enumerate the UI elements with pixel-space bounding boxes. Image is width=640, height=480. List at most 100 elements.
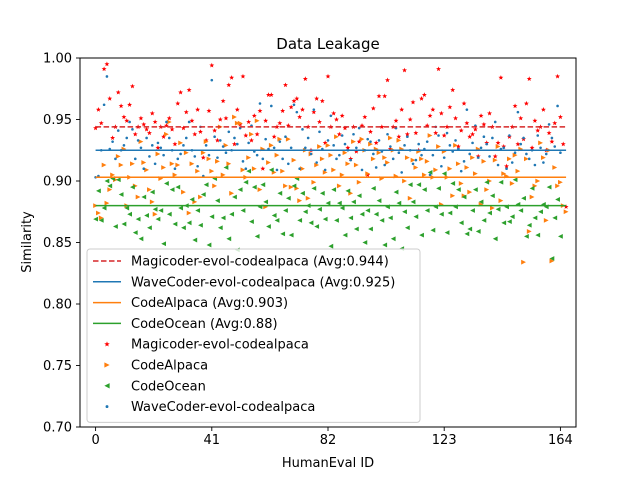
data-point xyxy=(501,220,507,226)
data-point xyxy=(461,194,467,200)
data-point xyxy=(464,165,470,170)
data-point xyxy=(339,205,345,211)
data-point xyxy=(115,177,121,183)
x-axis: 0 41 82 123 164 xyxy=(91,427,573,448)
data-point xyxy=(416,182,422,188)
data-point xyxy=(359,123,365,128)
data-point xyxy=(254,131,260,137)
data-point xyxy=(339,172,345,178)
data-point xyxy=(122,144,126,147)
data-point xyxy=(213,135,216,139)
data-point xyxy=(224,151,228,155)
data-point xyxy=(546,130,552,136)
data-point xyxy=(240,208,246,213)
data-point xyxy=(311,179,317,185)
data-point xyxy=(488,155,491,158)
data-point xyxy=(167,136,171,140)
data-point xyxy=(291,157,297,163)
data-point xyxy=(510,161,514,164)
data-point xyxy=(396,138,402,143)
data-point xyxy=(198,222,203,228)
data-point xyxy=(107,95,113,101)
data-point xyxy=(365,171,371,177)
data-point xyxy=(455,161,461,167)
data-point xyxy=(410,99,416,105)
data-point xyxy=(325,200,331,206)
data-point xyxy=(254,118,260,124)
data-point xyxy=(147,187,152,193)
data-point xyxy=(356,193,362,199)
legend-marker-swatch xyxy=(104,341,110,347)
data-point xyxy=(478,113,484,118)
data-point xyxy=(283,183,288,189)
data-point xyxy=(232,141,237,147)
data-point xyxy=(402,178,407,184)
data-point xyxy=(382,155,388,161)
data-point xyxy=(339,113,345,118)
data-point xyxy=(165,120,168,124)
data-point xyxy=(552,120,558,126)
legend-marker-swatch xyxy=(105,405,109,409)
data-point xyxy=(555,197,560,202)
data-point xyxy=(258,102,262,105)
data-point xyxy=(521,259,526,265)
data-point xyxy=(161,241,167,247)
data-point xyxy=(343,142,347,146)
data-point xyxy=(243,179,249,185)
data-point xyxy=(172,221,178,227)
data-point xyxy=(532,118,538,123)
data-point xyxy=(365,208,371,213)
data-point xyxy=(559,151,562,155)
data-point xyxy=(135,194,141,200)
data-point xyxy=(459,169,463,173)
data-point xyxy=(332,144,335,147)
data-point xyxy=(373,140,379,145)
data-point xyxy=(558,233,563,239)
data-point xyxy=(450,87,456,93)
data-point xyxy=(524,156,529,162)
data-point xyxy=(204,144,208,147)
data-point xyxy=(342,125,348,131)
data-point xyxy=(274,217,280,223)
data-point xyxy=(268,167,274,173)
data-point xyxy=(169,187,175,193)
data-point xyxy=(498,75,504,80)
data-point xyxy=(115,154,121,159)
data-point xyxy=(233,136,236,140)
data-point xyxy=(541,155,546,161)
data-point xyxy=(304,146,307,150)
data-point xyxy=(203,137,209,143)
legend-label: WaveCoder-evol-codealpaca xyxy=(131,400,315,415)
data-point xyxy=(549,256,555,261)
data-point xyxy=(104,200,110,206)
data-point xyxy=(478,199,484,205)
data-point xyxy=(178,205,184,211)
data-point xyxy=(164,131,169,137)
data-point xyxy=(187,120,191,124)
data-point xyxy=(251,184,257,190)
data-point xyxy=(525,152,528,156)
data-point xyxy=(438,110,444,116)
data-point xyxy=(144,126,150,132)
data-point xyxy=(212,183,218,189)
data-point xyxy=(529,185,535,191)
data-point xyxy=(563,209,569,215)
data-point xyxy=(217,225,223,231)
data-point xyxy=(306,136,310,140)
data-point xyxy=(155,151,161,157)
data-point xyxy=(519,142,523,146)
data-point xyxy=(512,177,518,183)
data-point xyxy=(300,190,305,196)
data-point xyxy=(158,208,164,213)
data-point xyxy=(305,195,311,201)
data-point xyxy=(227,130,231,134)
data-point xyxy=(220,98,226,104)
data-point xyxy=(129,83,135,89)
data-point xyxy=(410,199,416,205)
data-point xyxy=(155,145,161,150)
data-point xyxy=(312,108,316,111)
data-point xyxy=(553,145,557,148)
data-point xyxy=(326,139,330,142)
data-point xyxy=(427,113,433,118)
legend-label: CodeAlpaca xyxy=(131,359,208,374)
